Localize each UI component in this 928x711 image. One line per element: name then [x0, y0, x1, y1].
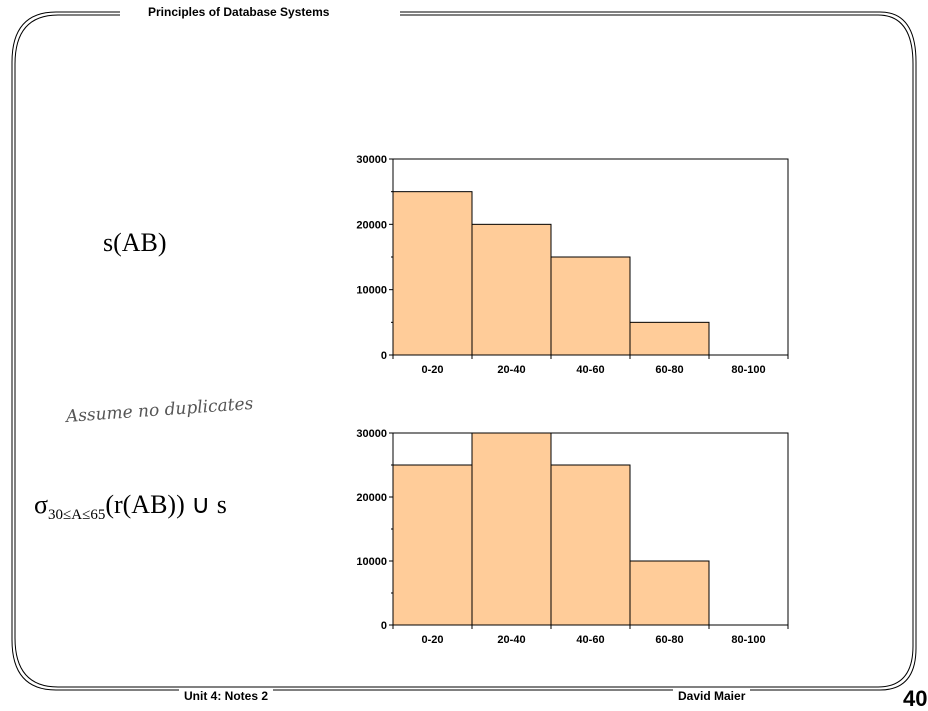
- x-tick-label: 20-40: [497, 364, 525, 376]
- y-tick-label: 30000: [356, 428, 387, 440]
- sigma-symbol: σ: [34, 490, 49, 519]
- x-tick-label: 0-20: [421, 364, 443, 376]
- y-tick-label: 30000: [356, 154, 387, 166]
- x-tick-label: 0-20: [421, 634, 443, 646]
- bar: [550, 464, 631, 626]
- bar: [471, 432, 552, 626]
- bar: [392, 191, 473, 356]
- formula-selection-union: σ30≤A≤65(r(AB)) ∪ s: [34, 490, 227, 530]
- x-tick-label: 60-80: [655, 364, 683, 376]
- header-title: Principles of Database Systems: [143, 5, 335, 19]
- bar: [392, 464, 473, 626]
- x-tick-label: 40-60: [576, 634, 604, 646]
- page-number: 40: [903, 686, 928, 711]
- bar: [629, 321, 710, 356]
- bar: [550, 256, 631, 356]
- x-tick-label: 40-60: [576, 364, 604, 376]
- y-tick-label: 0: [381, 620, 387, 632]
- footer-author: David Maier: [673, 689, 751, 703]
- y-tick-label: 20000: [356, 219, 387, 231]
- x-tick-label: 60-80: [655, 634, 683, 646]
- selection-condition: 30≤A≤65: [48, 507, 106, 524]
- y-tick-label: 10000: [356, 556, 387, 568]
- footer-unit-label: Unit 4: Notes 2: [179, 689, 274, 703]
- formula-remainder: (r(AB)) ∪ s: [105, 490, 227, 519]
- y-tick-label: 10000: [356, 285, 387, 297]
- y-tick-label: 0: [381, 350, 387, 362]
- x-tick-label: 20-40: [497, 634, 525, 646]
- x-tick-label: 80-100: [731, 634, 765, 646]
- y-tick-label: 20000: [356, 492, 387, 504]
- bar: [471, 223, 552, 356]
- formula-s-ab: s(AB): [103, 228, 167, 257]
- x-tick-label: 80-100: [731, 364, 765, 376]
- bar: [629, 560, 710, 626]
